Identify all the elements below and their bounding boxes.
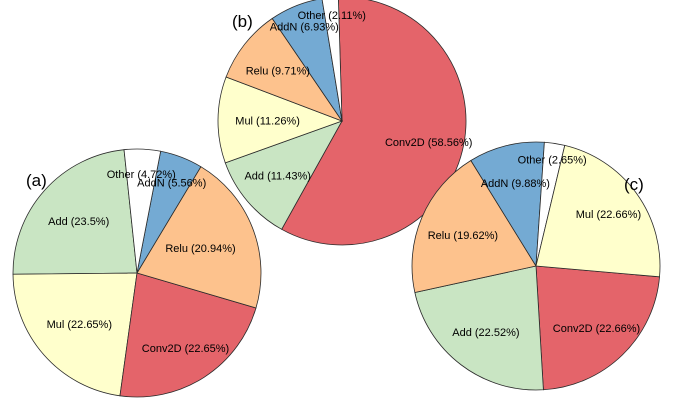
pie-slice-other	[123, 148, 162, 274]
pie-chart-b: Conv2D (58.56%) Add (11.43%) Mul (11.26%) R…	[217, 0, 472, 246]
pie-slice-add	[12, 149, 138, 275]
slice-label-addn: AddN (9.88%)	[481, 178, 550, 190]
pie-slice-relu	[136, 166, 262, 309]
slice-label-conv2d: Conv2D (22.66%)	[553, 323, 640, 335]
slice-label-add: Add (22.52%)	[452, 327, 519, 339]
pie-slice-conv2d	[535, 265, 660, 391]
slice-label-other: Other (2.11%)	[298, 10, 366, 22]
panel-label: (c)	[624, 175, 644, 194]
slice-label-mul: Mul (11.26%)	[235, 115, 300, 127]
pie-chart-a: Add (23.5%) Mul (22.65%) Conv2D (22.65%) Re…	[12, 148, 262, 398]
slice-label-relu: Relu (20.94%)	[165, 243, 235, 255]
panel-label: (b)	[232, 12, 253, 31]
slice-label-conv2d: Conv2D (58.56%)	[385, 137, 472, 149]
slice-label-relu: Relu (9.71%)	[246, 65, 310, 77]
pie-slice-mul	[12, 272, 138, 397]
slice-label-mul: Mul (22.65%)	[47, 319, 112, 331]
slice-label-mul: Mul (22.66%)	[576, 209, 641, 221]
panel-label: (a)	[26, 171, 47, 190]
pie-slice-mul	[217, 76, 344, 164]
slice-label-add: Add (11.43%)	[244, 171, 310, 183]
slice-label-conv2d: Conv2D (22.65%)	[142, 343, 229, 355]
pie-slice-other	[321, 0, 343, 122]
pie-slice-conv2d	[119, 272, 257, 398]
pie-chart-c: Conv2D (22.66%) Add (22.52%) Relu (19.62%)…	[411, 141, 661, 391]
pie-slice-addn	[271, 0, 343, 122]
pie-slice-conv2d	[281, 0, 467, 246]
slice-label-other: Other (2.65%)	[518, 154, 587, 166]
slice-label-addn: AddN (5.56%)	[137, 178, 206, 190]
slice-label-addn: AddN (6.93%)	[270, 22, 339, 34]
pie-slice-relu	[225, 17, 344, 122]
pie-slice-add	[224, 120, 343, 230]
pie-slice-addn	[470, 141, 545, 268]
slice-label-add: Add (23.5%)	[48, 216, 109, 228]
slice-label-relu: Relu (19.62%)	[428, 230, 498, 242]
slice-label-other: Other (4.72%)	[107, 169, 176, 181]
pie-slice-mul	[535, 144, 661, 278]
pie-slice-add	[414, 265, 544, 391]
pie-slice-relu	[411, 159, 537, 293]
